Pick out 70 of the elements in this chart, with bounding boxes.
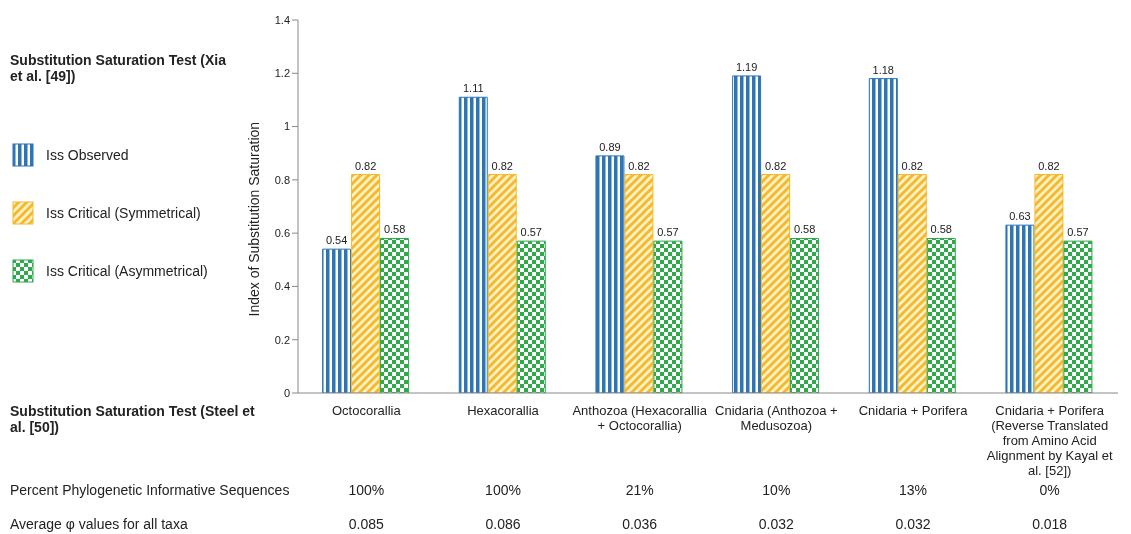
data-label: 0.54	[325, 234, 348, 247]
y-tick-label: 0	[283, 386, 290, 399]
bar	[790, 237, 820, 393]
bar	[595, 155, 625, 393]
data-label: 0.82	[354, 159, 377, 172]
data-label: 1.18	[872, 63, 894, 76]
data-label: 1.19	[735, 60, 758, 73]
text: 0.036	[621, 516, 659, 532]
text: Average φ values for all taxa	[10, 516, 188, 532]
bar	[653, 240, 683, 393]
data-label: 0.57	[657, 226, 679, 239]
text: 0.018	[1031, 516, 1069, 532]
data-label: 0.58	[793, 223, 816, 236]
bar	[868, 78, 898, 393]
bar	[1005, 224, 1035, 393]
text: Substitution Saturation Test (Xia et al. [49])	[10, 52, 227, 84]
text: 100%	[347, 482, 386, 498]
x-tick-label: Octocorallia	[332, 403, 402, 418]
x-tick-label: Cnidaria (Anthozoa + Medusozoa)	[715, 403, 838, 433]
y-tick-label: 0.6	[274, 227, 290, 240]
y-axis-title: Index of Substitution Saturation	[245, 121, 262, 317]
text: 0.086	[484, 516, 522, 532]
data-label: 0.89	[599, 140, 621, 153]
legend-label: Iss Critical (Asymmetrical)	[46, 263, 208, 279]
y-tick-label: 1.4	[274, 13, 290, 26]
text: 13%	[898, 482, 928, 498]
y-tick-label: 0.4	[274, 280, 290, 293]
text: 100%	[484, 482, 522, 498]
data-label: 0.57	[520, 226, 542, 239]
y-tick-label: 1	[283, 120, 290, 133]
bar	[624, 174, 654, 393]
bar	[1034, 174, 1064, 393]
data-label: 0.58	[383, 223, 406, 236]
bar	[926, 237, 956, 393]
text: 0%	[1038, 482, 1061, 498]
data-label: 0.63	[1009, 210, 1031, 223]
text: 0.032	[757, 516, 795, 532]
bar	[516, 240, 546, 393]
bar	[351, 174, 381, 393]
text: 0.032	[894, 516, 932, 532]
bar	[897, 174, 927, 393]
text: 0.085	[347, 516, 385, 532]
x-tick-label: Anthozoa (Hexacorallia + Octocorallia)	[572, 403, 708, 433]
bar	[487, 174, 517, 393]
y-tick-label: 0.8	[274, 173, 290, 186]
text: Substitution Saturation Test (Steel et al. [50])	[10, 403, 256, 435]
x-tick-label: Cnidaria + Porifera	[858, 403, 969, 418]
text: Percent Phylogenetic Informative Sequences	[10, 482, 290, 498]
text: 10%	[761, 482, 792, 498]
legend-label: Iss Critical (Symmetrical)	[46, 205, 201, 221]
data-label: 0.82	[628, 159, 650, 172]
bar	[732, 75, 762, 393]
bar	[1063, 240, 1093, 393]
bar	[761, 174, 791, 393]
bar	[322, 248, 352, 393]
data-label: 0.82	[491, 159, 513, 172]
y-tick-label: 0.2	[274, 333, 290, 346]
data-label: 1.11	[462, 82, 484, 95]
bar	[380, 237, 410, 393]
x-tick-label: Hexacorallia	[467, 403, 540, 418]
text: 21%	[624, 482, 655, 498]
x-tick-label: Cnidaria + Porifera (Reverse Translated from Amino Acid Alignment by Kayal et al. [52])	[986, 403, 1113, 478]
y-tick-label: 1.2	[274, 67, 290, 80]
legend-label: Iss Observed	[46, 147, 129, 163]
data-label: 0.82	[1038, 159, 1060, 172]
data-label: 0.82	[764, 159, 787, 172]
bar	[458, 96, 488, 393]
data-label: 0.57	[1067, 226, 1089, 239]
data-label: 0.58	[930, 223, 952, 236]
data-label: 0.82	[901, 159, 923, 172]
